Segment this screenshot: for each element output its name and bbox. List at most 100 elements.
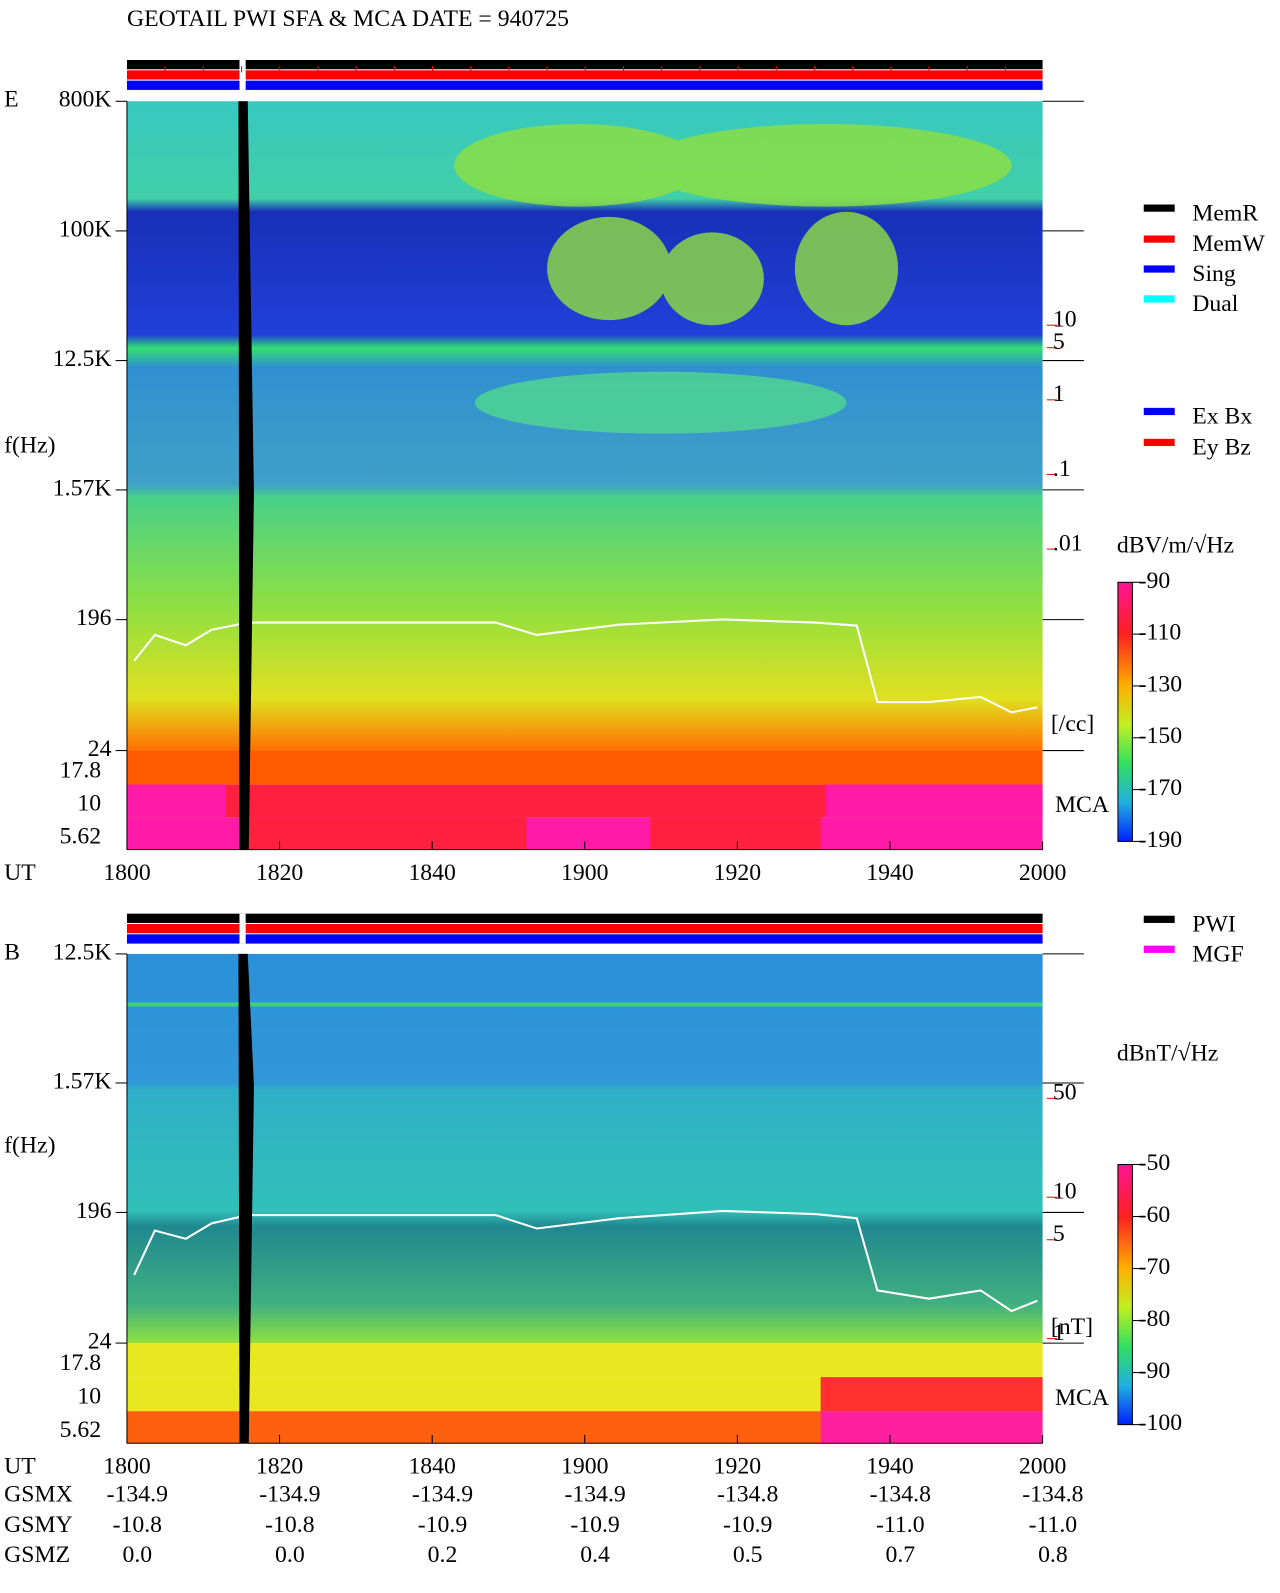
legend-label: Sing [1192,261,1236,287]
orbit-value: -134.9 [564,1481,625,1507]
x-tick-label: 1920 [714,1453,761,1479]
y2-axis-label: [/cc] [1051,711,1094,737]
colorbar-tick-label: -90 [1139,1358,1171,1384]
mca-row [825,784,1043,818]
mca-row [126,750,1043,785]
x-tick-label: 2000 [1019,1453,1066,1479]
status-marker [239,59,246,90]
legend-label: Dual [1192,291,1239,317]
orbit-label: GSMY [4,1512,73,1538]
y-tick-label: 1.57K [53,1068,112,1094]
y-tick-label: 24 [88,736,112,762]
status-marker [239,913,246,944]
mca-row [126,784,227,818]
title: GEOTAIL PWI SFA & MCA DATE = 940725 [127,6,569,32]
emission-blobs [454,123,1012,434]
mca-label: MCA [1055,1385,1109,1411]
spectrogram-b [126,953,1043,1344]
legend-swatch [1143,295,1175,303]
x-tick-label: 1840 [408,1453,455,1479]
x-tick-label: 1820 [256,1453,303,1479]
orbit-label: GSMX [4,1481,73,1507]
mca-label: MCA [1055,792,1109,818]
legend-label: Ey Bz [1192,435,1251,461]
orbit-value: 0.0 [122,1542,152,1568]
x-tick-label: 1920 [714,860,761,886]
data-gap [238,953,254,1444]
y-tick-label: 196 [76,1198,112,1224]
mca-channel-label: 5.62 [60,824,102,850]
colorbar [1117,1163,1133,1426]
y-tick-label: 100K [59,216,112,242]
y-tick-label: 800K [59,87,112,113]
orbit-label: GSMZ [4,1542,70,1568]
orbit-value: -11.0 [876,1512,925,1538]
legend-swatch [1143,915,1175,923]
x-tick-label: 1900 [561,1453,608,1479]
y2-tick-label: 5 [1053,1221,1065,1247]
orbit-value: -11.0 [1029,1512,1078,1538]
colorbar-tick-label: -100 [1139,1410,1183,1436]
x-tick-label: 1800 [103,860,150,886]
y2-tick-label: 5 [1053,329,1065,355]
orbit-value: 0.4 [580,1542,610,1568]
x-tick-label: 1900 [561,860,608,886]
y2-tick-label: 10 [1053,1179,1077,1205]
status-bar [126,59,1043,70]
y2-axis-label: [nT] [1051,1314,1093,1340]
y2-tick-label: 10 [1053,307,1077,333]
orbit-value: 0.7 [885,1542,915,1568]
y2-tick-label: 50 [1053,1080,1077,1106]
colorbar-label: dBnT/√Hz [1117,1041,1218,1067]
status-bar [126,913,1043,923]
legend-label: PWI [1192,912,1236,938]
colorbar-tick-label: -170 [1139,775,1183,801]
x-tick-label: 1820 [256,860,303,886]
y-axis-label: f(Hz) [4,1132,55,1158]
status-bar [126,80,1043,90]
mca-channel-label: 17.8 [60,757,102,783]
plasma-line [133,1209,1038,1313]
orbit-value: -10.8 [265,1512,314,1538]
orbit-value: -134.8 [1022,1481,1083,1507]
colorbar-tick-label: -190 [1139,827,1183,853]
y-tick-label: 196 [76,605,112,631]
orbit-value: 0.0 [275,1542,305,1568]
colorbar-tick-label: -80 [1139,1306,1171,1332]
x-axis-label: UT [4,1453,36,1479]
mca-row [650,817,821,850]
colorbar-tick-label: -110 [1139,620,1182,646]
panel-label: E [4,87,19,113]
orbit-value: -134.9 [107,1481,168,1507]
mca-row [820,1411,1043,1444]
x-tick-label: 1940 [866,1453,913,1479]
mca-row [820,1377,1043,1412]
colorbar-tick-label: -130 [1139,671,1183,697]
legend-label: MGF [1192,941,1243,967]
orbit-value: -10.9 [418,1512,467,1538]
y2-tick-label: 1 [1053,381,1065,407]
y-axis-label: f(Hz) [4,433,55,459]
colorbar-label: dBV/m/√Hz [1117,533,1234,559]
x-tick-label: 1800 [103,1453,150,1479]
plasma-line [133,618,1038,714]
y2-tick-label: 1 [1053,1320,1065,1346]
colorbar-tick-label: -70 [1139,1254,1171,1280]
orbit-value: -10.9 [723,1512,772,1538]
x-tick-label: 1940 [866,860,913,886]
orbit-value: -10.9 [570,1512,619,1538]
orbit-value: -134.8 [717,1481,778,1507]
legend-swatch [1143,945,1175,953]
legend-label: MemR [1192,200,1258,226]
colorbar [1117,581,1133,842]
status-bar [126,70,1043,80]
mca-channel-label: 5.62 [60,1417,102,1443]
legend-label: MemW [1192,231,1265,257]
colorbar-tick-label: -90 [1139,568,1171,594]
colorbar-tick-label: -60 [1139,1202,1171,1228]
orbit-value: 0.8 [1038,1542,1068,1568]
x-axis-label: UT [4,860,36,886]
x-tick-label: 2000 [1019,860,1066,886]
